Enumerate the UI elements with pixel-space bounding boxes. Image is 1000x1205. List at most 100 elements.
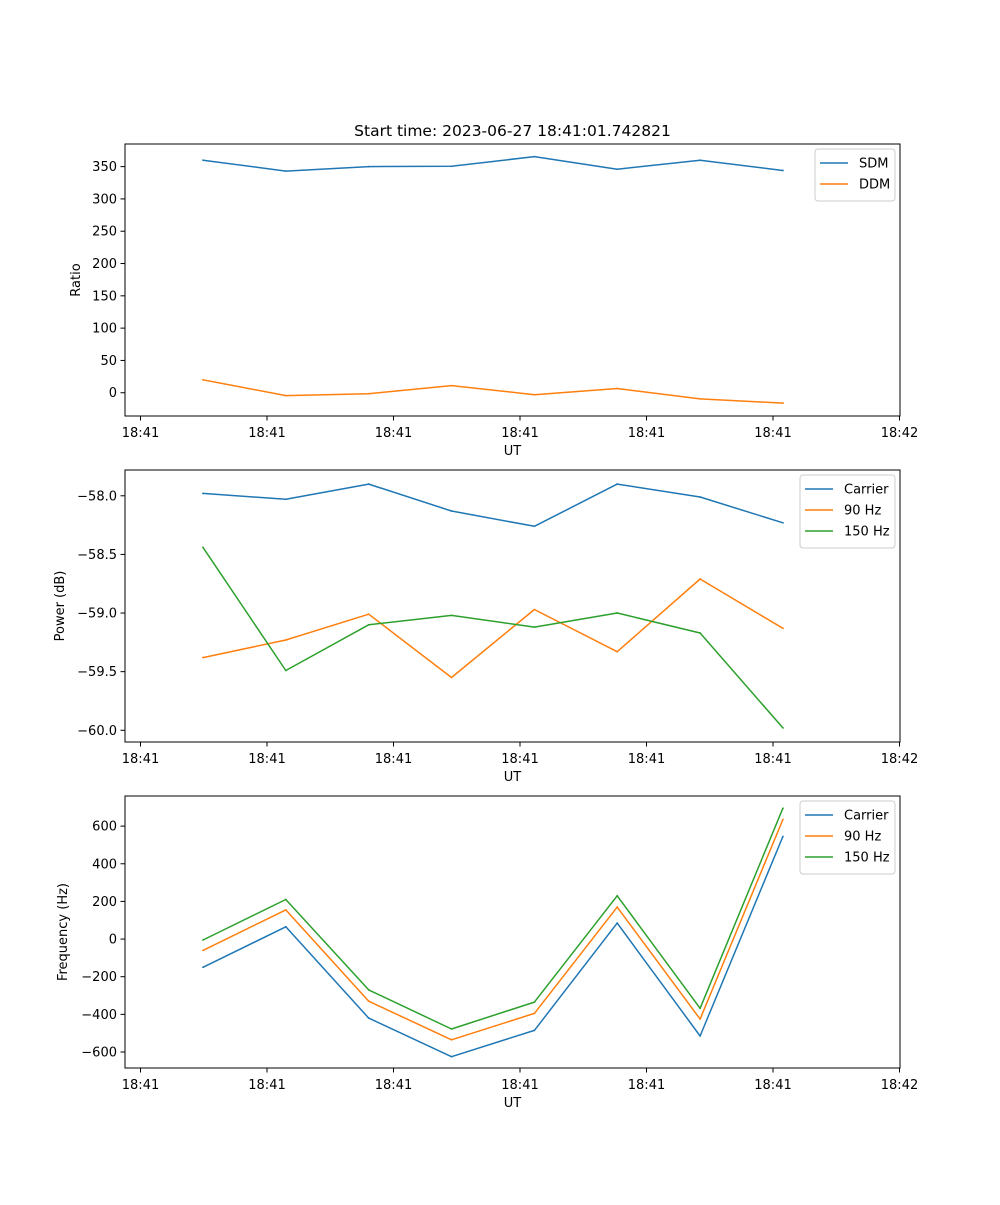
legend-box [799, 474, 896, 549]
data-point [450, 676, 453, 679]
data-point [782, 818, 784, 821]
data-point [202, 966, 204, 969]
series-line-150-hz [202, 546, 784, 729]
chart-panel-3: 18:41 18:41 18:41 18:41 18:41 18:41 18:42 −600 −… [56, 795, 918, 1111]
legend-label: 150 Hz [844, 525, 890, 540]
data-point [616, 612, 619, 614]
x-tick-label: 18:42 [881, 1078, 918, 1093]
data-point [699, 578, 701, 580]
data-point [533, 1001, 536, 1004]
data-point [284, 898, 287, 901]
data-point [202, 656, 204, 659]
x-tick-label: 18:42 [881, 752, 918, 767]
series-line-carrier [202, 483, 784, 528]
data-point [699, 397, 701, 400]
data-point [367, 165, 370, 168]
x-tick-label: 18:41 [248, 426, 285, 441]
data-point [284, 639, 287, 641]
y-axis-label: Power (dB) [53, 571, 68, 642]
data-point [616, 906, 619, 908]
data-point [284, 498, 287, 501]
data-point [699, 496, 701, 498]
x-tick-label: 18:41 [628, 1078, 665, 1093]
data-point [284, 908, 287, 911]
data-point [367, 613, 370, 616]
data-point [616, 650, 619, 653]
data-point [616, 894, 619, 897]
data-point [699, 1035, 701, 1037]
y-tick-label: 350 [92, 160, 117, 175]
plot-frame [124, 469, 901, 743]
data-point [533, 608, 536, 611]
x-tick-label: 18:41 [628, 752, 665, 767]
y-axis-label: Ratio [69, 263, 84, 296]
data-point [616, 387, 619, 390]
data-point [533, 525, 536, 528]
y-tick-label: 50 [100, 354, 117, 369]
data-point [202, 546, 204, 549]
y-tick-label: −600 [81, 1046, 117, 1061]
data-point [202, 378, 204, 381]
x-tick-label: 18:41 [754, 426, 791, 441]
x-tick-label: 18:41 [628, 426, 665, 441]
series-line-sdm [202, 155, 783, 172]
data-point [782, 627, 784, 630]
legend-label: 150 Hz [844, 851, 890, 866]
x-tick-label: 18:41 [375, 1078, 412, 1093]
series-line-90-hz [202, 819, 784, 1041]
x-tick-label: 18:41 [501, 426, 538, 441]
data-point [450, 384, 453, 387]
data-point [533, 155, 536, 158]
data-point [782, 835, 784, 838]
chart-title: Start time: 2023-06-27 18:41:01.742821 [354, 122, 671, 140]
y-tick-label: 600 [92, 820, 117, 835]
x-tick-label: 18:41 [122, 426, 159, 441]
x-axis-label: UT [504, 1096, 522, 1111]
y-tick-label: −400 [81, 1008, 117, 1023]
legend-label: 90 Hz [844, 504, 881, 519]
data-point [202, 939, 204, 941]
legend-label: DDM [859, 178, 890, 193]
data-point [367, 988, 370, 991]
plot-frame [124, 795, 901, 1069]
x-tick-label: 18:41 [122, 752, 159, 767]
data-point [616, 483, 619, 485]
data-point [699, 159, 701, 162]
chart-panel-1: 18:41 18:41 18:41 18:41 18:41 18:41 18:42 0 50 10… [69, 122, 918, 459]
y-tick-label: −60.0 [77, 724, 117, 739]
x-tick-label: 18:41 [754, 752, 791, 767]
x-tick-label: 18:41 [754, 1078, 791, 1093]
y-tick-label: 0 [109, 933, 117, 948]
y-tick-label: 200 [92, 257, 117, 272]
x-tick-label: 18:41 [248, 752, 285, 767]
data-point [367, 483, 370, 485]
legend-box [814, 148, 896, 202]
y-tick-label: 0 [109, 386, 117, 401]
data-point [202, 159, 204, 162]
data-point [450, 165, 453, 168]
data-point [699, 1018, 701, 1020]
data-point [367, 392, 370, 395]
data-point [782, 402, 784, 404]
data-point [699, 632, 701, 634]
legend: Carrier 90 Hz 150 Hz [799, 800, 896, 875]
y-tick-label: −59.5 [77, 665, 117, 680]
y-tick-label: −58.5 [77, 548, 117, 563]
y-axis-label: Frequency (Hz) [56, 883, 71, 981]
data-point [616, 168, 619, 171]
data-point [284, 170, 287, 173]
series-line-90-hz [202, 578, 784, 679]
x-tick-label: 18:41 [501, 752, 538, 767]
data-point [450, 1038, 453, 1041]
data-point [450, 1028, 453, 1030]
y-tick-label: 150 [92, 289, 117, 304]
x-tick-label: 18:41 [375, 752, 412, 767]
legend-label: SDM [859, 157, 888, 172]
y-tick-label: −58.0 [77, 489, 117, 504]
legend-box [799, 800, 896, 875]
chart-panel-2: 18:41 18:41 18:41 18:41 18:41 18:41 18:42 −60.0… [53, 469, 918, 785]
data-point [367, 1017, 370, 1020]
legend-label: Carrier [844, 809, 889, 824]
x-axis-label: UT [504, 770, 522, 785]
